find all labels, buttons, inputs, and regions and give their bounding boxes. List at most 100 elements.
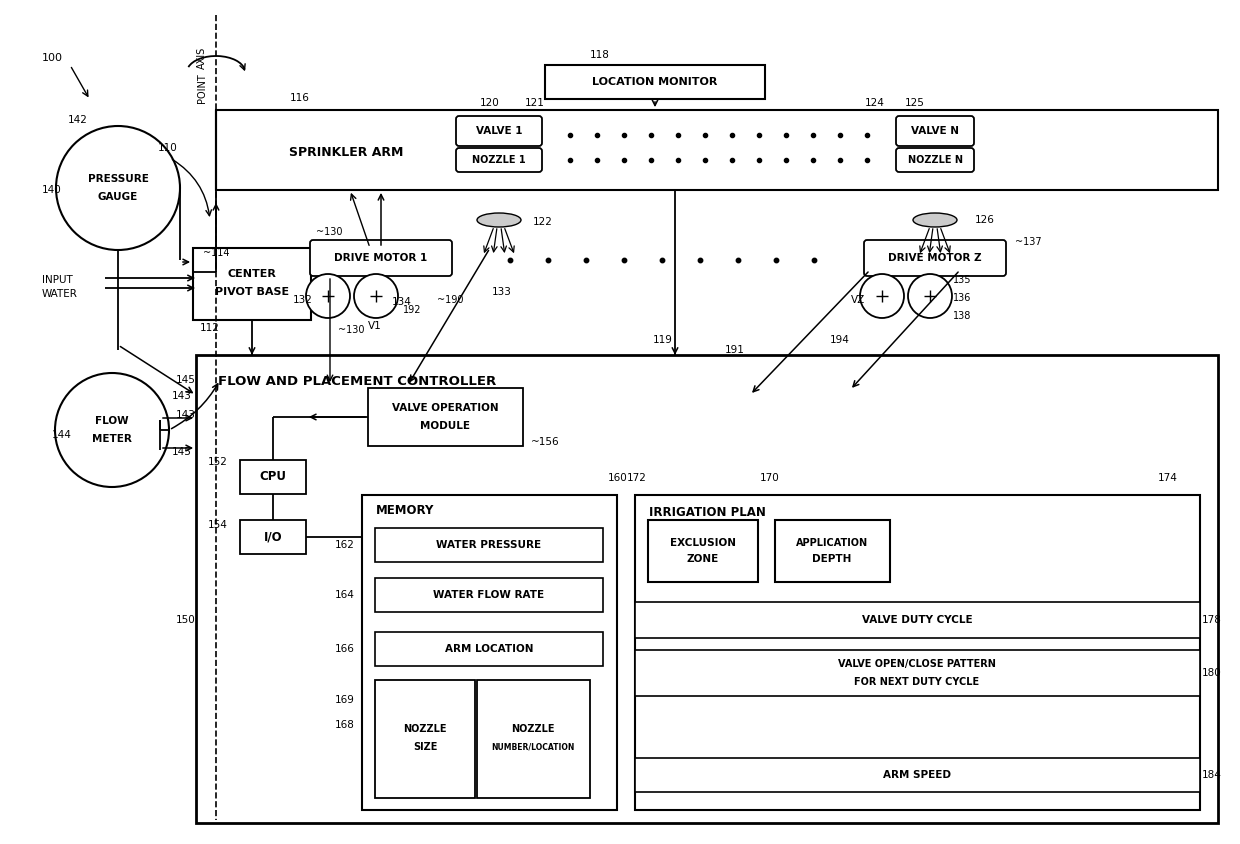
Circle shape [861, 274, 904, 318]
Bar [775, 520, 890, 582]
Text: 100: 100 [41, 53, 62, 63]
Bar [635, 495, 1200, 810]
Text: ~190: ~190 [436, 295, 464, 305]
Text: 184: 184 [1202, 770, 1221, 780]
Text: 164: 164 [335, 590, 355, 600]
Text: 132: 132 [293, 295, 312, 305]
Bar [635, 650, 1200, 696]
Text: 150: 150 [176, 615, 196, 625]
Text: 143: 143 [176, 410, 196, 420]
Text: 172: 172 [627, 473, 647, 483]
Text: 145: 145 [172, 447, 192, 457]
Text: 119: 119 [653, 335, 673, 345]
Text: EXCLUSION: EXCLUSION [670, 538, 737, 548]
Text: 110: 110 [159, 143, 177, 153]
Text: 160: 160 [608, 473, 627, 483]
Text: POINT: POINT [197, 73, 207, 103]
Text: ARM SPEED: ARM SPEED [883, 770, 951, 780]
Text: 144: 144 [52, 430, 72, 440]
Text: LOCATION MONITOR: LOCATION MONITOR [593, 77, 718, 87]
Text: SIZE: SIZE [413, 742, 438, 752]
FancyBboxPatch shape [310, 240, 453, 276]
Text: 162: 162 [335, 540, 355, 550]
Text: 194: 194 [830, 335, 849, 345]
Bar [362, 495, 618, 810]
Text: APPLICATION: APPLICATION [796, 538, 868, 548]
Bar [649, 520, 758, 582]
Text: NOZZLE 1: NOZZLE 1 [472, 155, 526, 165]
Text: 140: 140 [42, 185, 62, 195]
Text: 192: 192 [403, 305, 422, 315]
Text: NOZZLE N: NOZZLE N [908, 155, 962, 165]
Text: 125: 125 [905, 98, 925, 108]
Text: VALVE DUTY CYCLE: VALVE DUTY CYCLE [862, 615, 972, 625]
Text: ZONE: ZONE [687, 554, 719, 564]
Text: ~137: ~137 [1016, 237, 1042, 247]
Bar [241, 460, 306, 494]
Circle shape [56, 126, 180, 250]
Text: MEMORY: MEMORY [376, 505, 434, 517]
Text: IRRIGATION PLAN: IRRIGATION PLAN [649, 506, 766, 520]
Text: ~156: ~156 [531, 437, 559, 447]
Circle shape [908, 274, 952, 318]
Circle shape [55, 373, 169, 487]
Text: 112: 112 [200, 323, 219, 333]
Text: 178: 178 [1202, 615, 1221, 625]
Text: NOZZLE: NOZZLE [511, 724, 554, 734]
Text: INPUT: INPUT [42, 275, 73, 285]
Text: VALVE OPEN/CLOSE PATTERN: VALVE OPEN/CLOSE PATTERN [838, 659, 996, 669]
Text: 116: 116 [290, 93, 310, 103]
Circle shape [306, 274, 350, 318]
FancyBboxPatch shape [456, 148, 542, 172]
Text: 166: 166 [335, 644, 355, 654]
Bar [635, 602, 1200, 638]
Text: 134: 134 [392, 297, 412, 307]
FancyBboxPatch shape [456, 116, 542, 146]
Text: VZ: VZ [851, 295, 866, 305]
Text: 145: 145 [176, 375, 196, 385]
Text: WATER PRESSURE: WATER PRESSURE [436, 540, 542, 550]
Text: 118: 118 [590, 50, 610, 60]
Text: NOZZLE: NOZZLE [403, 724, 446, 734]
Bar [477, 680, 590, 798]
Text: FOR NEXT DUTY CYCLE: FOR NEXT DUTY CYCLE [854, 677, 980, 687]
Text: 168: 168 [335, 720, 355, 730]
Text: 124: 124 [866, 98, 885, 108]
Text: 152: 152 [208, 457, 228, 467]
Text: DRIVE MOTOR 1: DRIVE MOTOR 1 [335, 253, 428, 263]
Bar [374, 578, 603, 612]
Text: WATER FLOW RATE: WATER FLOW RATE [434, 590, 544, 600]
Text: FLOW AND PLACEMENT CONTROLLER: FLOW AND PLACEMENT CONTROLLER [218, 375, 496, 388]
Text: 126: 126 [975, 215, 994, 225]
Bar [374, 680, 475, 798]
Text: 191: 191 [725, 345, 745, 355]
Bar [193, 248, 311, 320]
Text: VALVE OPERATION: VALVE OPERATION [392, 403, 498, 413]
Bar [196, 355, 1218, 823]
Text: DRIVE MOTOR Z: DRIVE MOTOR Z [888, 253, 982, 263]
Text: FLOW: FLOW [95, 416, 129, 426]
Text: VALVE N: VALVE N [911, 126, 959, 136]
Ellipse shape [477, 213, 521, 227]
Text: DEPTH: DEPTH [812, 554, 852, 564]
Text: 121: 121 [525, 98, 544, 108]
Text: MODULE: MODULE [420, 421, 470, 431]
Text: METER: METER [92, 434, 131, 444]
Text: ~130: ~130 [316, 227, 342, 237]
FancyBboxPatch shape [897, 116, 973, 146]
Text: 133: 133 [492, 287, 512, 297]
FancyBboxPatch shape [897, 148, 973, 172]
Text: V1: V1 [368, 321, 382, 331]
Text: SPRINKLER ARM: SPRINKLER ARM [289, 145, 403, 159]
Bar [216, 110, 1218, 190]
Text: 136: 136 [952, 293, 971, 303]
Text: 180: 180 [1202, 668, 1221, 678]
Text: ARM LOCATION: ARM LOCATION [445, 644, 533, 654]
Text: 122: 122 [533, 217, 553, 227]
Text: AXIS: AXIS [197, 47, 207, 69]
Text: CENTER: CENTER [228, 269, 277, 279]
Text: NUMBER/LOCATION: NUMBER/LOCATION [491, 743, 574, 751]
Text: PRESSURE: PRESSURE [88, 174, 149, 184]
Text: ~130: ~130 [339, 325, 365, 335]
Bar [635, 758, 1200, 792]
